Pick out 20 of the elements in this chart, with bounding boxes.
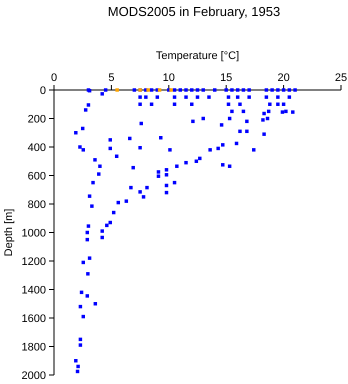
y-tick-label: 1000	[22, 227, 46, 240]
y-tick-label: 2000	[22, 370, 46, 382]
y-tick-label: 1800	[22, 341, 46, 354]
y-tick-label: 200	[28, 113, 46, 126]
y-tick-label: 0	[40, 84, 46, 97]
y-tick-label: 1400	[22, 284, 46, 296]
y-axis-title: Depth [m]	[3, 208, 15, 256]
y-tick-label: 1600	[22, 312, 46, 325]
y-tick-label: 400	[28, 142, 46, 154]
y-tick-label: 1200	[22, 256, 46, 268]
y-tick-label: 800	[28, 198, 46, 211]
y-tick-label: 600	[28, 170, 46, 182]
x-tick-label: 25	[334, 72, 348, 84]
x-axis-title: Temperature [°C]	[156, 50, 240, 62]
x-tick-label: 5	[108, 72, 114, 84]
x-tick-label: 0	[50, 72, 58, 84]
x-tick-label: 15	[220, 72, 232, 84]
x-tick-label: 10	[162, 72, 175, 84]
chart-title: MODS2005 in February, 1953	[108, 4, 280, 19]
x-tick-label: 20	[277, 72, 290, 84]
